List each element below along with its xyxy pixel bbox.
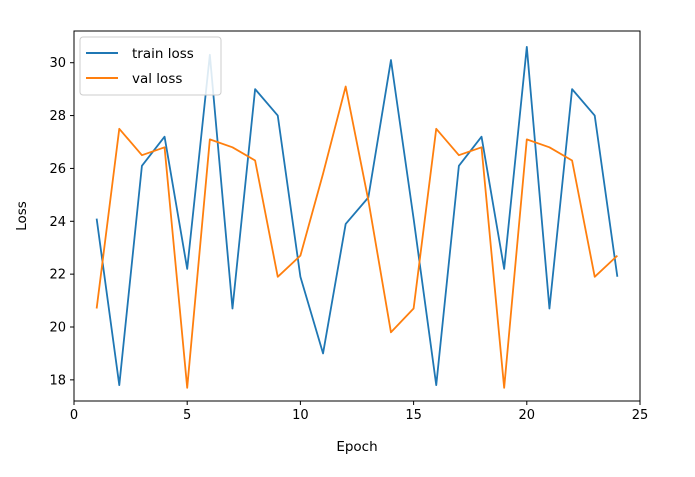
- x-axis-title: Epoch: [336, 439, 377, 455]
- y-axis-title: Loss: [14, 201, 30, 231]
- y-tick-label: 20: [49, 321, 66, 336]
- x-tick-label: 15: [405, 408, 422, 423]
- legend-box: [79, 36, 222, 96]
- x-axis-ticks: 0 5 10 15 20 25: [70, 401, 648, 423]
- legend: train loss val loss: [79, 36, 222, 96]
- y-tick-label: 22: [49, 268, 66, 283]
- series-layer: [95, 45, 619, 389]
- legend-label-train-loss: train loss: [132, 46, 194, 62]
- x-tick-label: 10: [292, 408, 309, 423]
- y-axis-ticks: 18 20 22 24 26 28 30: [49, 56, 74, 388]
- series-line-train-loss: [95, 45, 619, 387]
- y-tick-label: 18: [49, 373, 66, 388]
- legend-label-val-loss: val loss: [132, 71, 182, 87]
- series-line-val-loss: [95, 85, 618, 389]
- x-tick-label: 0: [70, 408, 78, 423]
- y-tick-label: 30: [49, 56, 66, 71]
- y-tick-label: 28: [49, 109, 66, 124]
- x-tick-label: 5: [183, 408, 191, 423]
- y-tick-label: 24: [49, 215, 66, 230]
- y-tick-label: 26: [49, 162, 66, 177]
- x-tick-label: 20: [519, 408, 536, 423]
- x-tick-label: 25: [632, 408, 649, 423]
